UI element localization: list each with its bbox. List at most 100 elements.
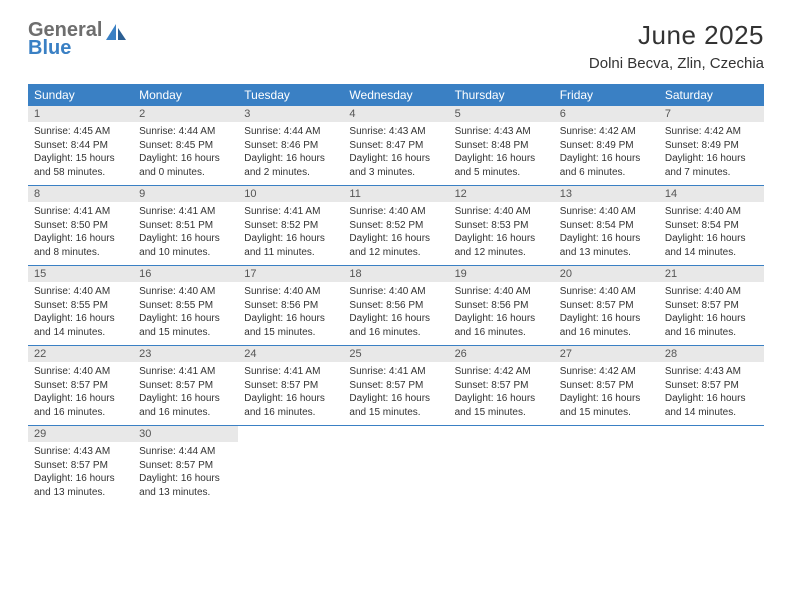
sunset-text: Sunset: 8:56 PM [455,299,548,313]
daylight-text: Daylight: 16 hours and 15 minutes. [455,392,548,419]
day-cell: Sunrise: 4:40 AMSunset: 8:53 PMDaylight:… [449,202,554,266]
sunset-text: Sunset: 8:57 PM [560,299,653,313]
sunset-text: Sunset: 8:48 PM [455,139,548,153]
day-number-row: 2930 [28,426,764,442]
day-number: 2 [133,106,238,122]
sunrise-text: Sunrise: 4:40 AM [665,205,758,219]
day-cell [659,442,764,505]
daylight-text: Daylight: 16 hours and 13 minutes. [139,472,232,499]
weekday-header: Thursday [449,84,554,106]
sunrise-text: Sunrise: 4:40 AM [34,285,127,299]
weekday-header: Saturday [659,84,764,106]
sunset-text: Sunset: 8:53 PM [455,219,548,233]
sunrise-text: Sunrise: 4:41 AM [244,365,337,379]
sunrise-text: Sunrise: 4:40 AM [139,285,232,299]
daylight-text: Daylight: 16 hours and 10 minutes. [139,232,232,259]
sunset-text: Sunset: 8:54 PM [560,219,653,233]
sunset-text: Sunset: 8:45 PM [139,139,232,153]
sunset-text: Sunset: 8:57 PM [139,459,232,473]
sunset-text: Sunset: 8:49 PM [560,139,653,153]
day-number-row: 1234567 [28,106,764,122]
day-cell: Sunrise: 4:40 AMSunset: 8:56 PMDaylight:… [343,282,448,346]
sunset-text: Sunset: 8:57 PM [139,379,232,393]
day-cell: Sunrise: 4:43 AMSunset: 8:47 PMDaylight:… [343,122,448,186]
day-number: 7 [659,106,764,122]
daylight-text: Daylight: 16 hours and 12 minutes. [455,232,548,259]
daylight-text: Daylight: 16 hours and 15 minutes. [244,312,337,339]
sunrise-text: Sunrise: 4:44 AM [139,125,232,139]
sunrise-text: Sunrise: 4:43 AM [349,125,442,139]
sunrise-text: Sunrise: 4:42 AM [560,125,653,139]
daylight-text: Daylight: 16 hours and 12 minutes. [349,232,442,259]
sunset-text: Sunset: 8:44 PM [34,139,127,153]
day-number: 5 [449,106,554,122]
sunset-text: Sunset: 8:55 PM [139,299,232,313]
day-cell: Sunrise: 4:41 AMSunset: 8:52 PMDaylight:… [238,202,343,266]
day-cell: Sunrise: 4:41 AMSunset: 8:57 PMDaylight:… [343,362,448,426]
sunset-text: Sunset: 8:54 PM [665,219,758,233]
day-number [554,426,659,442]
sunset-text: Sunset: 8:47 PM [349,139,442,153]
daylight-text: Daylight: 16 hours and 15 minutes. [139,312,232,339]
sunrise-text: Sunrise: 4:42 AM [455,365,548,379]
weekday-header: Tuesday [238,84,343,106]
daylight-text: Daylight: 16 hours and 6 minutes. [560,152,653,179]
day-number-row: 22232425262728 [28,346,764,362]
day-number: 25 [343,346,448,362]
month-title: June 2025 [589,20,764,51]
sunrise-text: Sunrise: 4:40 AM [455,205,548,219]
day-cell: Sunrise: 4:44 AMSunset: 8:57 PMDaylight:… [133,442,238,505]
day-cell: Sunrise: 4:40 AMSunset: 8:55 PMDaylight:… [133,282,238,346]
daylight-text: Daylight: 16 hours and 13 minutes. [34,472,127,499]
sunrise-text: Sunrise: 4:40 AM [560,205,653,219]
day-number [238,426,343,442]
day-number [659,426,764,442]
weekday-header: Monday [133,84,238,106]
sunrise-text: Sunrise: 4:41 AM [139,365,232,379]
day-content-row: Sunrise: 4:40 AMSunset: 8:55 PMDaylight:… [28,282,764,346]
day-number-row: 891011121314 [28,186,764,202]
day-number: 20 [554,266,659,282]
daylight-text: Daylight: 16 hours and 14 minutes. [665,232,758,259]
sunrise-text: Sunrise: 4:40 AM [560,285,653,299]
sunset-text: Sunset: 8:51 PM [139,219,232,233]
day-cell: Sunrise: 4:42 AMSunset: 8:57 PMDaylight:… [554,362,659,426]
day-cell: Sunrise: 4:44 AMSunset: 8:46 PMDaylight:… [238,122,343,186]
sunrise-text: Sunrise: 4:40 AM [244,285,337,299]
daylight-text: Daylight: 16 hours and 11 minutes. [244,232,337,259]
sunrise-text: Sunrise: 4:44 AM [244,125,337,139]
day-content-row: Sunrise: 4:45 AMSunset: 8:44 PMDaylight:… [28,122,764,186]
daylight-text: Daylight: 16 hours and 5 minutes. [455,152,548,179]
sunrise-text: Sunrise: 4:40 AM [34,365,127,379]
day-number: 13 [554,186,659,202]
day-number: 18 [343,266,448,282]
daylight-text: Daylight: 16 hours and 16 minutes. [139,392,232,419]
day-cell: Sunrise: 4:40 AMSunset: 8:57 PMDaylight:… [554,282,659,346]
sunrise-text: Sunrise: 4:43 AM [455,125,548,139]
sunrise-text: Sunrise: 4:41 AM [244,205,337,219]
daylight-text: Daylight: 16 hours and 14 minutes. [34,312,127,339]
daylight-text: Daylight: 16 hours and 16 minutes. [665,312,758,339]
daylight-text: Daylight: 16 hours and 16 minutes. [455,312,548,339]
calendar-table: SundayMondayTuesdayWednesdayThursdayFrid… [28,84,764,505]
weekday-header: Friday [554,84,659,106]
day-number: 1 [28,106,133,122]
day-cell [449,442,554,505]
day-cell: Sunrise: 4:42 AMSunset: 8:49 PMDaylight:… [659,122,764,186]
day-cell: Sunrise: 4:41 AMSunset: 8:51 PMDaylight:… [133,202,238,266]
sunset-text: Sunset: 8:46 PM [244,139,337,153]
day-cell: Sunrise: 4:40 AMSunset: 8:56 PMDaylight:… [449,282,554,346]
daylight-text: Daylight: 16 hours and 16 minutes. [560,312,653,339]
day-number: 14 [659,186,764,202]
daylight-text: Daylight: 16 hours and 16 minutes. [349,312,442,339]
sunset-text: Sunset: 8:56 PM [349,299,442,313]
day-number [343,426,448,442]
day-number: 4 [343,106,448,122]
weekday-header-row: SundayMondayTuesdayWednesdayThursdayFrid… [28,84,764,106]
day-cell: Sunrise: 4:40 AMSunset: 8:56 PMDaylight:… [238,282,343,346]
day-cell: Sunrise: 4:40 AMSunset: 8:57 PMDaylight:… [659,282,764,346]
day-number: 28 [659,346,764,362]
day-number: 19 [449,266,554,282]
sunset-text: Sunset: 8:57 PM [455,379,548,393]
sunrise-text: Sunrise: 4:43 AM [34,445,127,459]
